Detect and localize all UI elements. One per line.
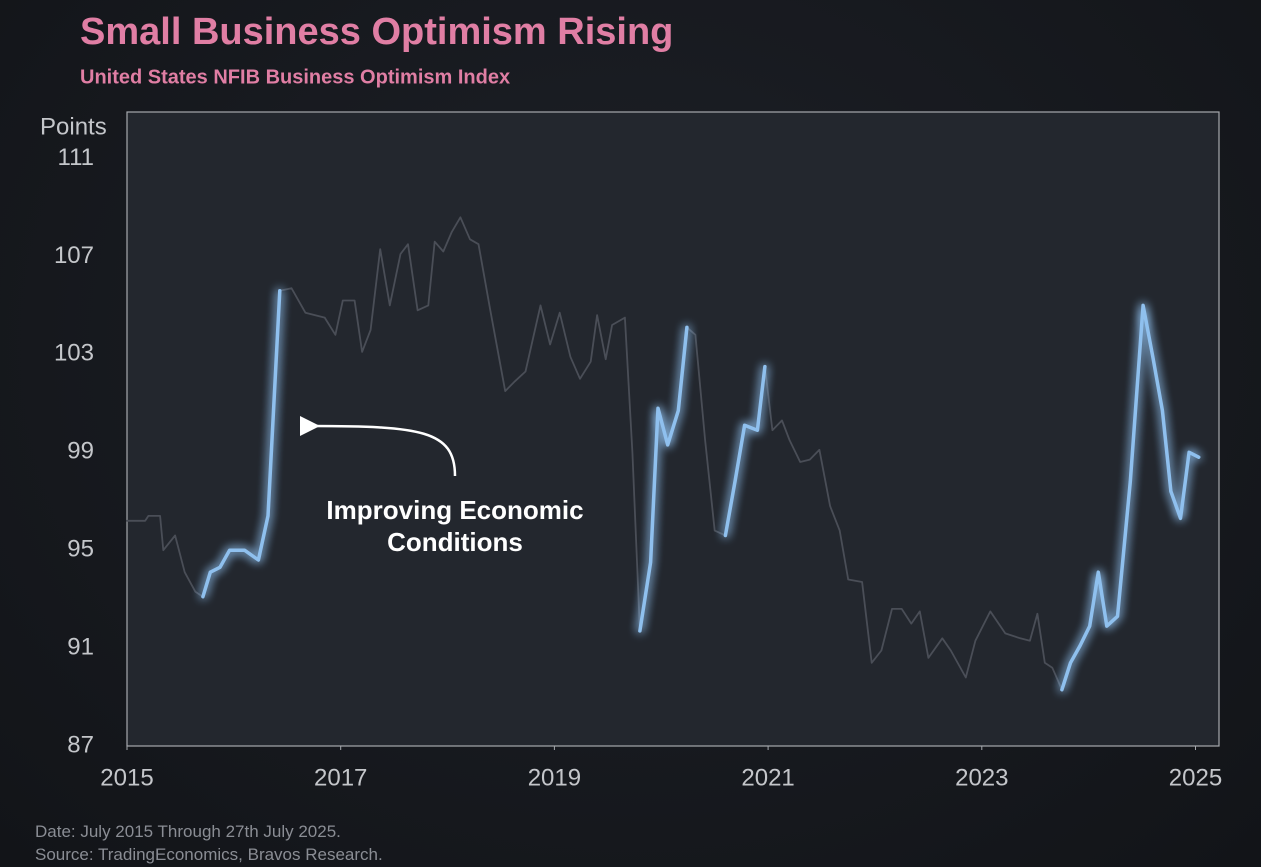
y-tick-label: 95 (67, 536, 94, 563)
data-line (201, 288, 1201, 692)
y-tick-label: 99 (67, 438, 94, 465)
x-tick-label: 2023 (955, 764, 1008, 791)
y-tick-label: 87 (67, 731, 94, 758)
y-tick-label: 107 (54, 242, 94, 269)
x-tick-label: 2017 (314, 764, 367, 791)
x-tick-label: 2025 (1169, 764, 1222, 791)
annotation-arrow (299, 415, 457, 477)
x-tick-label: 2015 (100, 764, 153, 791)
note: Date: July 2015 Through 27th July 2025. (35, 822, 341, 841)
chart-title: Small Business Optimism Rising (80, 11, 673, 53)
y-axis-label: Points (40, 113, 107, 140)
annotation: Improving Economic Conditions (326, 495, 584, 557)
y-tick-label: 111 (58, 144, 94, 171)
x-tick-label: 2019 (528, 764, 581, 791)
note: Source: TradingEconomics, Bravos Researc… (35, 845, 383, 864)
chart-subtitle: United States NFIB Business Optimism Ind… (80, 66, 510, 88)
y-tick-label: 103 (54, 340, 94, 367)
x-tick-label: 2021 (741, 764, 794, 791)
y-tick-label: 91 (67, 633, 94, 660)
